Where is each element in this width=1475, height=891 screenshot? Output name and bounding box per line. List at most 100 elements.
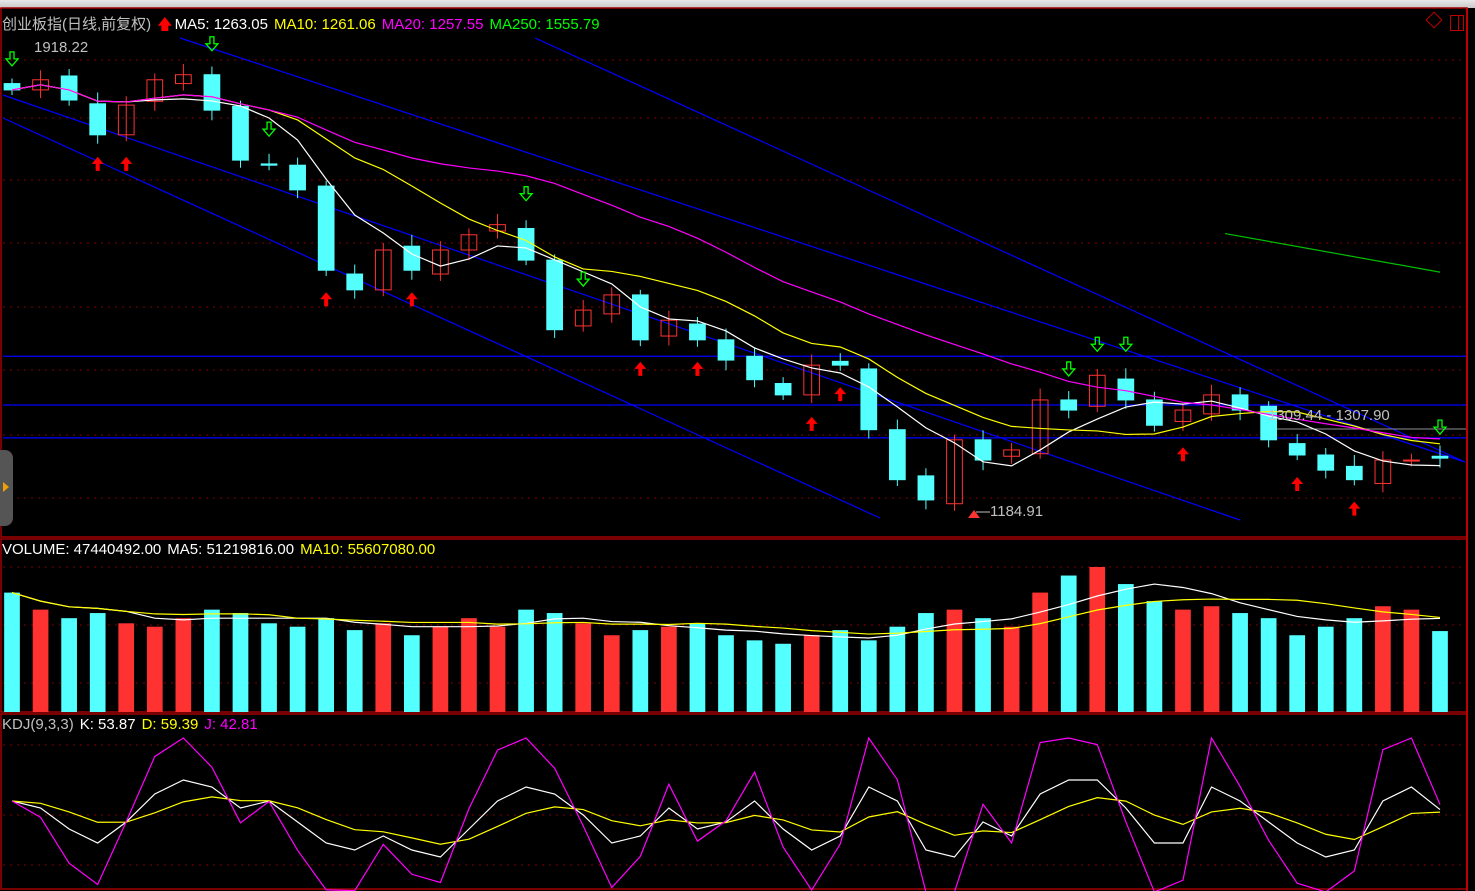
volume-bar: [175, 618, 192, 712]
kdj-panel-header: KDJ(9,3,3) K: 53.87 D: 59.39 J: 42.81: [2, 716, 264, 733]
volume-bar: [1260, 618, 1277, 712]
volume-bar: [489, 626, 506, 712]
candle: [1146, 399, 1163, 426]
candle: [1288, 443, 1306, 456]
volume-bar: [1003, 626, 1020, 712]
candle: [917, 475, 935, 501]
sell-arrow-icon: [204, 36, 220, 52]
trend-channel-line: [534, 37, 1466, 463]
volume-panel-header: VOLUME: 47440492.00 MA5: 51219816.00 MA10:…: [2, 541, 441, 558]
volume-bar: [4, 592, 20, 712]
candle: [746, 355, 763, 381]
buy-arrow-icon: [91, 156, 104, 171]
ma5-value: MA5: 1263.05: [174, 16, 268, 33]
candle: [403, 245, 421, 271]
buy-arrow-icon: [691, 361, 704, 376]
panel-border: [0, 713, 1468, 890]
volume-bar: [1403, 609, 1420, 712]
volume-bar: [832, 630, 849, 712]
candle: [1088, 374, 1106, 407]
ma5-line: [11, 84, 1441, 467]
volume-bar: [860, 640, 877, 712]
sell-arrow-icon: [261, 121, 277, 138]
volume-bar: [546, 613, 563, 712]
volume-bar: [775, 643, 791, 712]
candle: [460, 234, 478, 251]
low-price-label: 1184.91: [990, 503, 1044, 520]
volume-bar: [1117, 584, 1134, 712]
candle: [860, 368, 878, 431]
volume-ma10-line: [11, 592, 1441, 635]
volume-ma10: MA10: 55607080.00: [300, 541, 436, 558]
side-panel-toggle[interactable]: [0, 450, 13, 526]
candle: [1431, 455, 1449, 459]
buy-arrow-icon: [834, 387, 847, 402]
ma20-value: MA20: 1257.55: [381, 16, 484, 33]
candle: [1003, 449, 1020, 457]
buy-arrow-icon: [1291, 476, 1304, 491]
volume-bar: [1232, 613, 1248, 712]
sell-arrow-icon: [1089, 336, 1105, 353]
range-label: 1309.44 - 1307.90: [1268, 407, 1390, 424]
candle: [831, 360, 849, 366]
candle: [60, 75, 78, 101]
candle: [32, 79, 49, 91]
candle: [774, 382, 792, 396]
buy-arrow-icon: [405, 292, 418, 307]
volume-bar: [32, 609, 49, 712]
candle: [546, 259, 563, 331]
candle: [346, 273, 364, 291]
volume-bar: [803, 635, 820, 712]
ma20-line: [11, 84, 1441, 440]
trend-channel-line: [2, 117, 881, 519]
volume-bar: [232, 613, 249, 712]
low-marker-icon: [968, 510, 980, 518]
candle: [1031, 399, 1049, 455]
volume-bar: [461, 618, 477, 712]
volume-bar: [375, 623, 392, 712]
volume-bar: [432, 626, 449, 712]
candle: [1317, 454, 1335, 471]
candle: [1374, 459, 1392, 484]
volume-bar: [1432, 631, 1448, 712]
kdj-j-line: [11, 736, 1441, 891]
sell-arrow-icon: [575, 271, 591, 288]
candle: [1174, 409, 1192, 422]
main-panel-header: 创业板指(日线,前复权) 🡅 MA5: 1263.05 MA10: 1261.06 MA…: [2, 13, 606, 39]
candle: [631, 294, 649, 341]
volume-bar: [261, 623, 277, 712]
candle: [317, 185, 335, 271]
volume-bar: [1060, 575, 1077, 712]
volume-bar: [1375, 606, 1391, 712]
candle: [232, 105, 249, 161]
candle: [974, 439, 992, 461]
kdj-d-line: [11, 796, 1441, 845]
kdj-name: KDJ(9,3,3): [2, 716, 74, 733]
candle: [374, 249, 392, 291]
sell-arrow-icon: [4, 51, 20, 67]
candle: [1060, 399, 1078, 411]
candle: [660, 319, 678, 337]
volume-value: VOLUME: 47440492.00: [2, 541, 162, 558]
volume-bar: [289, 626, 306, 712]
ma10-line: [11, 84, 1441, 445]
buy-arrow-icon: [1348, 501, 1361, 516]
candle: [289, 164, 306, 191]
sell-arrow-icon: [518, 186, 534, 202]
kdj-d: D: 59.39: [141, 716, 199, 733]
candle: [203, 74, 221, 111]
volume-bar: [118, 623, 135, 712]
volume-bar: [632, 630, 649, 712]
candle: [517, 227, 535, 261]
volume-bar: [689, 623, 706, 712]
panel-layout-icon[interactable]: [1450, 15, 1464, 31]
volume-bar: [1175, 609, 1191, 712]
buy-arrow-icon: [1176, 447, 1189, 462]
candle: [1345, 465, 1363, 481]
candle: [432, 249, 449, 275]
candle: [574, 309, 592, 327]
candle: [803, 364, 821, 396]
candle: [89, 103, 107, 136]
volume-ma5-line: [11, 583, 1441, 639]
